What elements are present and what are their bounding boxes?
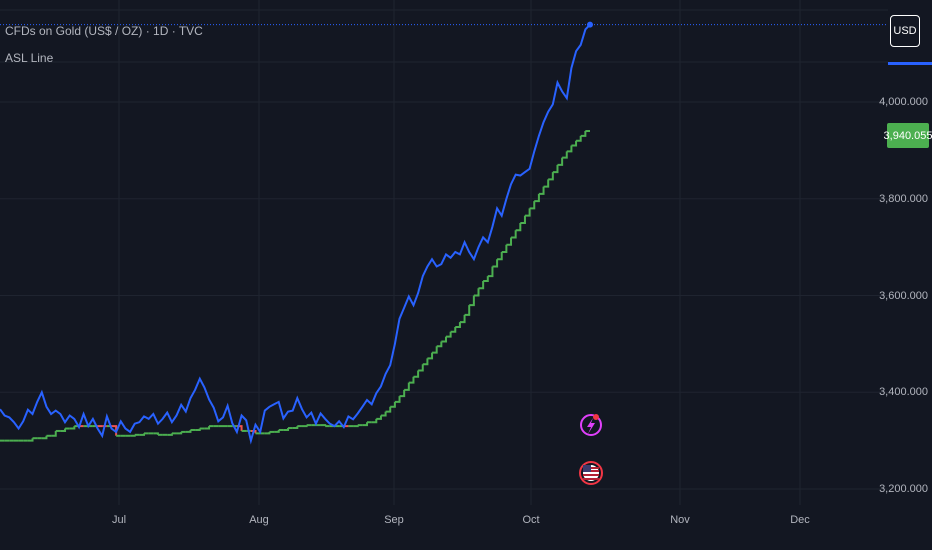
grid-lines	[0, 0, 888, 505]
asl-line-segment	[60, 428, 67, 432]
asl-line-segment	[538, 186, 545, 195]
asl-line-segment	[380, 411, 387, 417]
x-tick-label: Jul	[111, 514, 127, 526]
asl-line-segment	[524, 208, 531, 217]
asl-line-segment	[399, 389, 406, 398]
asl-line-segment	[153, 432, 159, 435]
asl-line-segment	[473, 288, 480, 297]
asl-line-segment	[529, 201, 536, 210]
asl-line-segment	[283, 428, 290, 431]
y-tick-label: 3,400.000	[879, 386, 928, 399]
asl-line-segment	[478, 280, 485, 290]
asl-line-segment	[371, 418, 378, 424]
series-layer	[0, 21, 593, 445]
asl-line-segment	[418, 364, 424, 372]
asl-line-segment	[459, 314, 466, 324]
currency-button[interactable]: USD	[890, 15, 920, 47]
asl-line-segment	[167, 433, 173, 436]
asl-line-segment	[292, 426, 299, 430]
asl-line-segment	[130, 434, 136, 437]
asl-line-segment	[506, 237, 513, 246]
asl-line-segment	[566, 145, 573, 153]
asl-line-segment	[548, 172, 554, 181]
asl-line-segment	[404, 382, 410, 391]
asl-line-segment	[51, 430, 57, 437]
asl-line-segment	[543, 179, 550, 188]
asl-line-segment	[204, 426, 211, 430]
lightning-icon[interactable]	[580, 414, 602, 436]
last-price-badge: 3,940.055	[884, 123, 932, 148]
x-tick-label: Oct	[522, 514, 540, 526]
asl-line-segment	[274, 429, 280, 433]
asl-line-segment	[455, 322, 461, 328]
asl-line-segment	[464, 305, 471, 316]
asl-line-segment	[576, 135, 582, 142]
us-flag-icon[interactable]	[579, 461, 603, 485]
event-markers	[579, 414, 603, 485]
asl-line-segment	[436, 341, 443, 348]
asl-line-segment	[557, 157, 564, 166]
asl-line-segment	[69, 426, 76, 430]
asl-line-segment	[511, 230, 517, 239]
asl-line-segment	[376, 415, 382, 420]
asl-line-segment	[483, 276, 489, 282]
last-price-marker	[888, 62, 932, 65]
asl-line-segment	[450, 326, 457, 333]
last-price-dot	[587, 21, 593, 28]
asl-line-segment	[390, 401, 396, 408]
asl-line-segment	[301, 425, 308, 428]
asl-line-segment	[27, 438, 34, 442]
y-tick-label: 3,800.000	[879, 192, 928, 205]
asl-line-segment	[176, 431, 183, 435]
asl-line-segment	[441, 336, 447, 343]
indicator-label[interactable]: ASL Line	[5, 51, 54, 65]
asl-line-segment	[41, 435, 48, 440]
asl-line-segment	[362, 422, 369, 427]
asl-line-segment	[487, 266, 494, 278]
y-tick-label: 3,200.000	[879, 483, 928, 495]
asl-line-segment	[571, 140, 578, 147]
asl-line-segment	[264, 431, 271, 435]
asl-line-segment	[552, 164, 559, 174]
asl-line-segment	[385, 406, 392, 413]
asl-line-segment	[394, 396, 401, 403]
asl-line-segment	[195, 428, 201, 431]
asl-line-segment	[534, 193, 540, 203]
asl-line-segment	[520, 215, 526, 224]
y-tick-label: 3,600.000	[879, 289, 928, 302]
asl-line-segment	[501, 244, 508, 253]
x-tick-label: Nov	[670, 514, 690, 526]
asl-line-segment	[469, 295, 475, 307]
asl-line-segment	[185, 429, 192, 433]
asl-line-segment	[427, 352, 434, 360]
price-line	[0, 23, 591, 445]
asl-line-segment	[432, 346, 438, 354]
asl-line-segment	[422, 358, 429, 366]
chart-title: CFDs on Gold (US$ / OZ) · 1D · TVC	[5, 24, 203, 38]
asl-line-segment	[562, 151, 568, 159]
asl-line-segment	[139, 433, 146, 436]
asl-line-segment	[515, 222, 522, 232]
y-tick-label: 4,000.000	[879, 96, 928, 108]
x-tick-label: Aug	[249, 514, 269, 526]
asl-line-segment	[320, 424, 327, 427]
asl-line-segment	[445, 331, 452, 338]
asl-line-segment	[497, 251, 503, 261]
asl-line-segment	[580, 131, 587, 137]
asl-line-segment	[353, 425, 359, 428]
x-tick-label: Sep	[384, 514, 404, 526]
asl-line-segment	[492, 259, 499, 268]
asl-line-segment	[413, 370, 420, 378]
x-tick-label: Dec	[790, 514, 810, 526]
asl-line-segment	[408, 376, 415, 384]
